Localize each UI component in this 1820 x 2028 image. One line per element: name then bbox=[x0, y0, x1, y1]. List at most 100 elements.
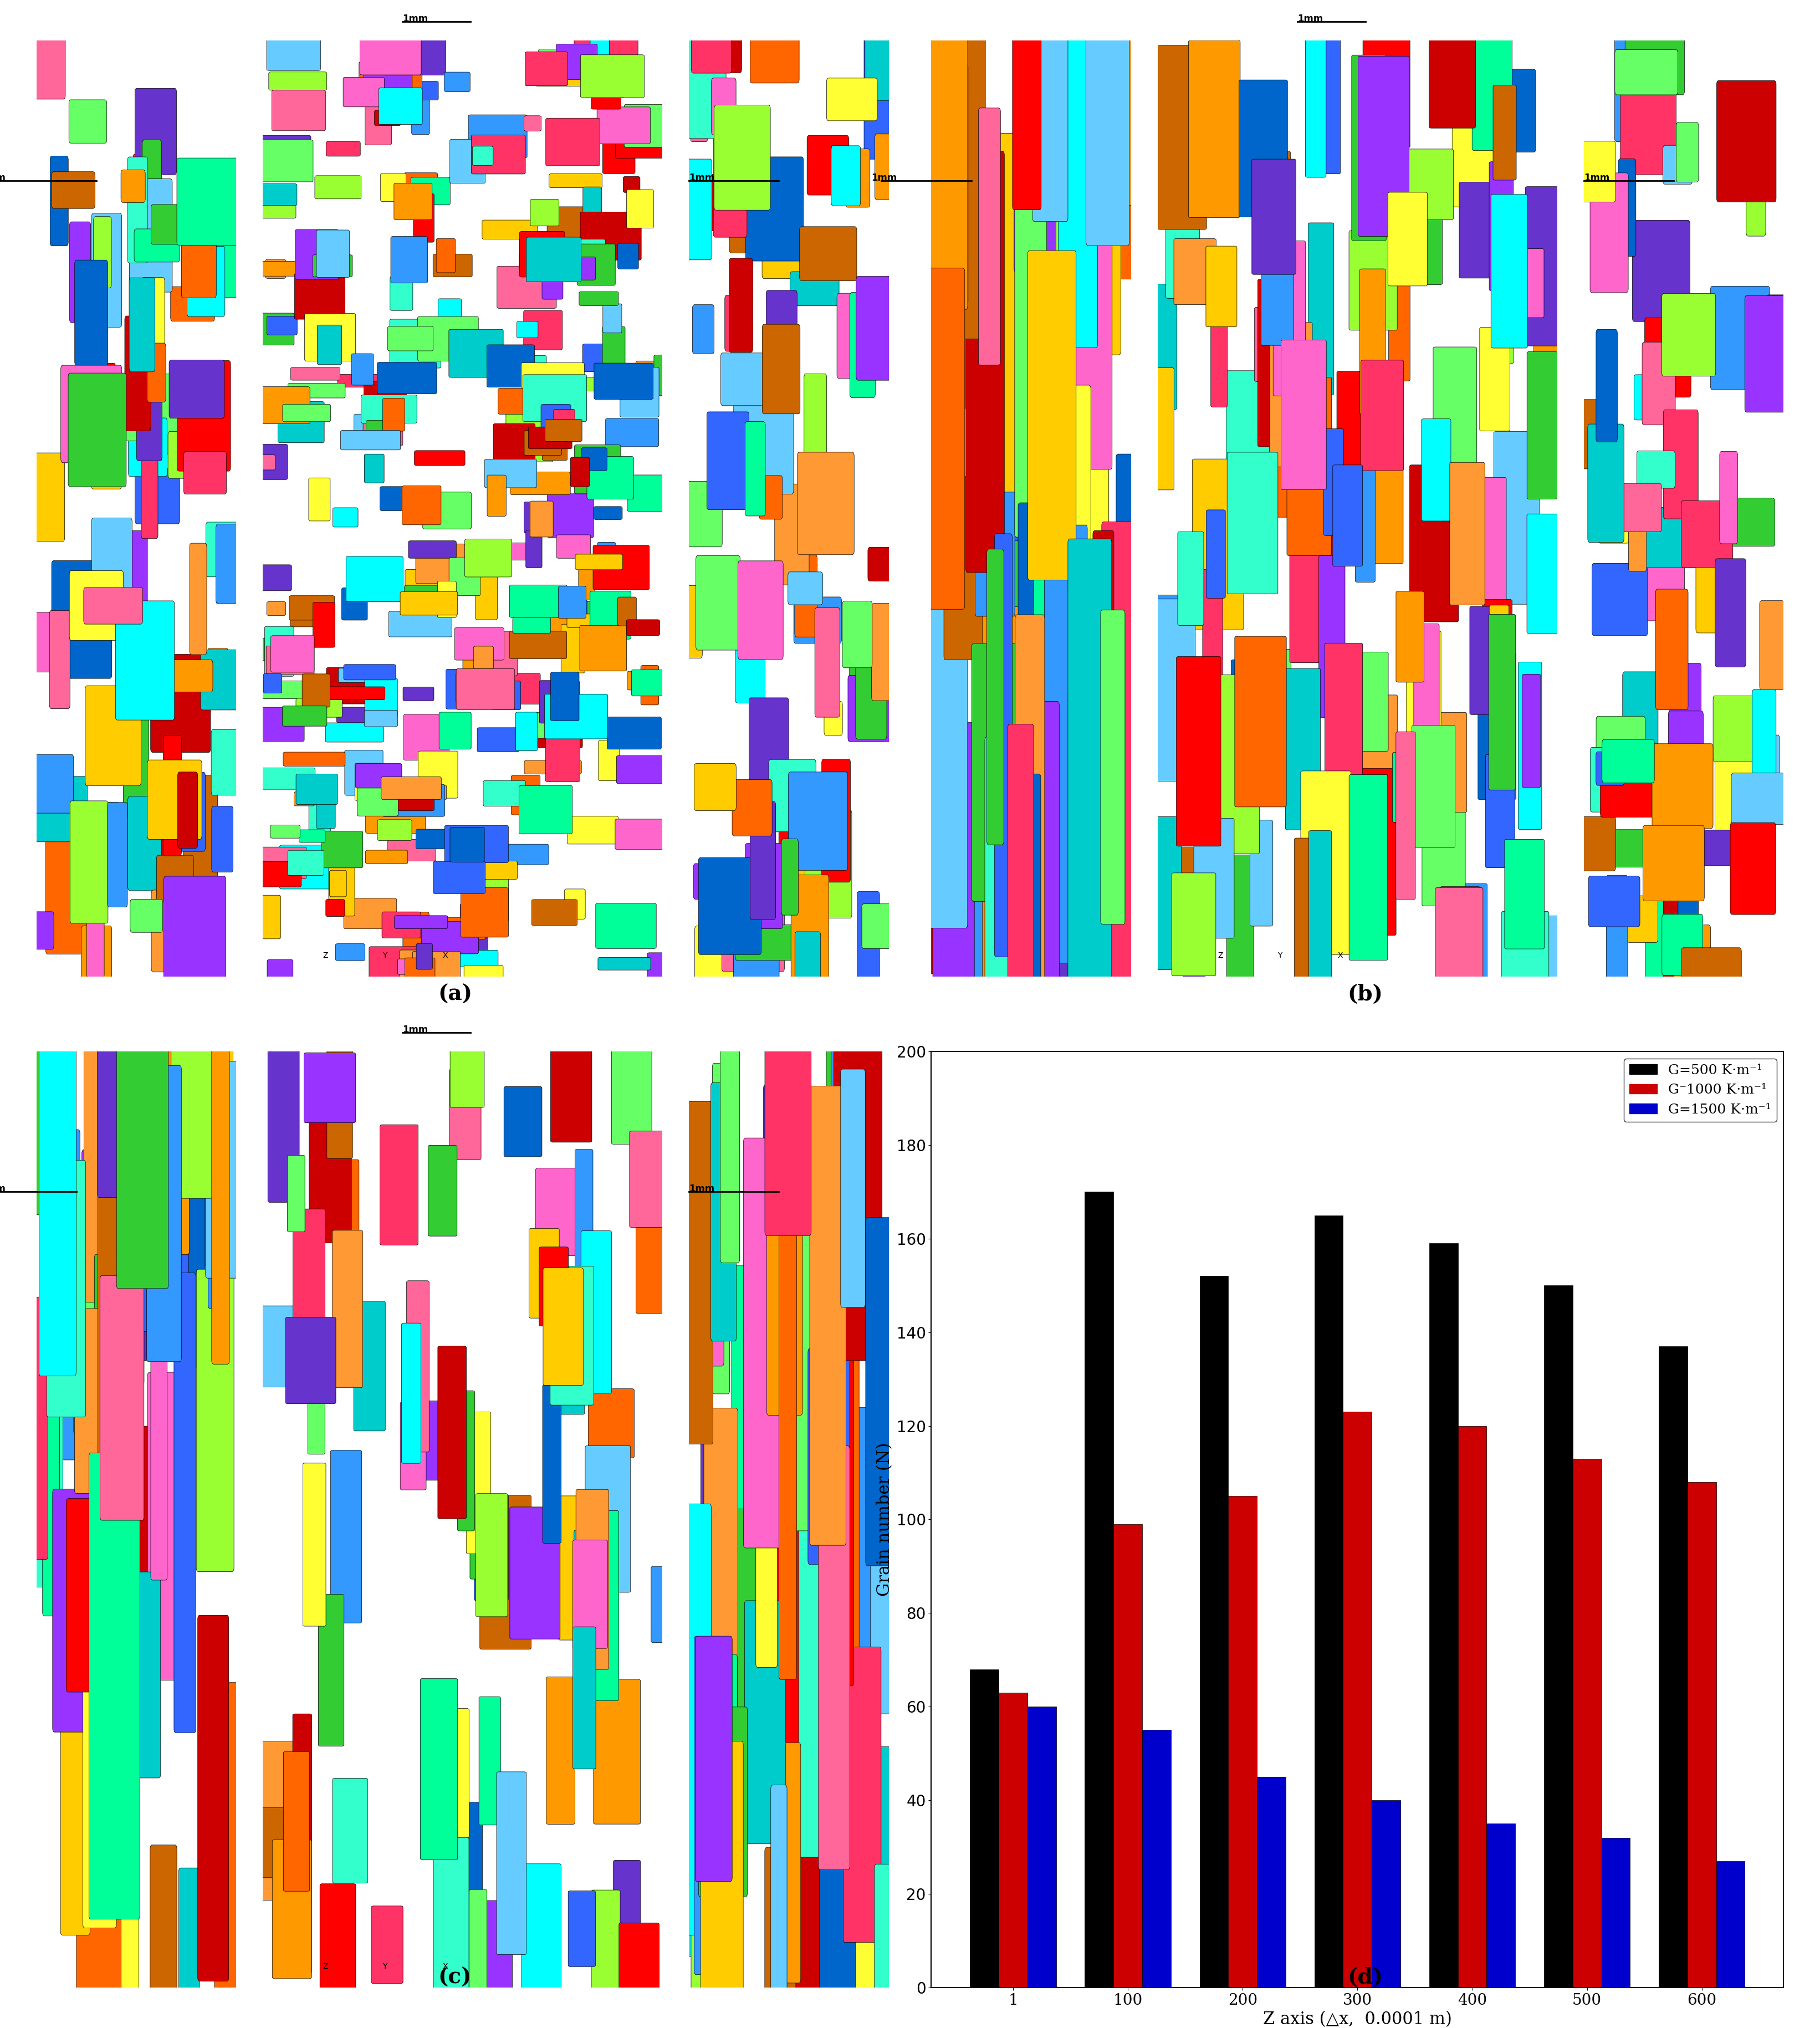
FancyBboxPatch shape bbox=[923, 65, 948, 446]
FancyBboxPatch shape bbox=[366, 850, 408, 864]
FancyBboxPatch shape bbox=[721, 353, 775, 406]
FancyBboxPatch shape bbox=[1057, 0, 1097, 347]
FancyBboxPatch shape bbox=[1188, 41, 1239, 217]
Text: (d): (d) bbox=[1347, 1967, 1383, 1987]
FancyBboxPatch shape bbox=[364, 710, 397, 726]
FancyBboxPatch shape bbox=[551, 671, 579, 720]
FancyBboxPatch shape bbox=[870, 1322, 901, 1714]
FancyBboxPatch shape bbox=[601, 614, 617, 661]
FancyBboxPatch shape bbox=[1139, 284, 1178, 410]
Text: Y: Y bbox=[1278, 951, 1283, 959]
FancyBboxPatch shape bbox=[1389, 193, 1427, 286]
FancyBboxPatch shape bbox=[868, 548, 895, 582]
FancyBboxPatch shape bbox=[1012, 30, 1041, 209]
FancyBboxPatch shape bbox=[1210, 282, 1227, 408]
Bar bbox=[1543, 1286, 1572, 1987]
X-axis label: Z axis (△x,  0.0001 m): Z axis (△x, 0.0001 m) bbox=[1263, 2012, 1452, 2028]
FancyBboxPatch shape bbox=[768, 1480, 799, 1762]
FancyBboxPatch shape bbox=[497, 266, 557, 308]
FancyBboxPatch shape bbox=[1663, 410, 1698, 519]
FancyBboxPatch shape bbox=[253, 862, 302, 886]
FancyBboxPatch shape bbox=[530, 199, 559, 225]
FancyBboxPatch shape bbox=[712, 1083, 737, 1341]
FancyBboxPatch shape bbox=[1014, 201, 1046, 537]
FancyBboxPatch shape bbox=[167, 907, 213, 1008]
FancyBboxPatch shape bbox=[1407, 631, 1441, 738]
FancyBboxPatch shape bbox=[1518, 661, 1542, 829]
FancyBboxPatch shape bbox=[744, 1138, 783, 1547]
Text: 1mm: 1mm bbox=[402, 14, 428, 24]
FancyBboxPatch shape bbox=[506, 414, 553, 462]
FancyBboxPatch shape bbox=[344, 750, 382, 795]
FancyBboxPatch shape bbox=[1696, 829, 1758, 866]
FancyBboxPatch shape bbox=[723, 890, 757, 955]
FancyBboxPatch shape bbox=[815, 608, 839, 718]
Text: Y: Y bbox=[382, 951, 388, 959]
FancyBboxPatch shape bbox=[9, 452, 66, 541]
FancyBboxPatch shape bbox=[346, 556, 402, 602]
FancyBboxPatch shape bbox=[617, 756, 670, 783]
FancyBboxPatch shape bbox=[477, 728, 519, 752]
FancyBboxPatch shape bbox=[135, 468, 180, 523]
FancyBboxPatch shape bbox=[635, 1150, 673, 1314]
FancyBboxPatch shape bbox=[164, 876, 226, 998]
FancyBboxPatch shape bbox=[515, 712, 537, 750]
FancyBboxPatch shape bbox=[732, 1265, 763, 1673]
FancyBboxPatch shape bbox=[417, 829, 471, 850]
FancyBboxPatch shape bbox=[1001, 245, 1043, 541]
FancyBboxPatch shape bbox=[1682, 501, 1733, 568]
FancyBboxPatch shape bbox=[147, 343, 166, 402]
FancyBboxPatch shape bbox=[295, 229, 339, 280]
FancyBboxPatch shape bbox=[268, 1016, 298, 1203]
FancyBboxPatch shape bbox=[613, 1860, 641, 1953]
FancyBboxPatch shape bbox=[1492, 85, 1516, 180]
FancyBboxPatch shape bbox=[140, 1109, 160, 1361]
FancyBboxPatch shape bbox=[792, 874, 828, 998]
FancyBboxPatch shape bbox=[522, 375, 586, 422]
FancyBboxPatch shape bbox=[801, 1286, 826, 1491]
Text: (b): (b) bbox=[1347, 984, 1383, 1004]
FancyBboxPatch shape bbox=[413, 1401, 455, 1480]
Text: 1mm: 1mm bbox=[1583, 172, 1609, 183]
FancyBboxPatch shape bbox=[1269, 322, 1312, 466]
FancyBboxPatch shape bbox=[1349, 775, 1387, 961]
FancyBboxPatch shape bbox=[1046, 0, 1074, 278]
FancyBboxPatch shape bbox=[178, 773, 198, 848]
FancyBboxPatch shape bbox=[819, 1446, 850, 1870]
FancyBboxPatch shape bbox=[444, 825, 508, 862]
FancyBboxPatch shape bbox=[528, 381, 561, 395]
FancyBboxPatch shape bbox=[31, 754, 73, 813]
FancyBboxPatch shape bbox=[439, 1347, 466, 1519]
FancyBboxPatch shape bbox=[455, 627, 504, 661]
FancyBboxPatch shape bbox=[1642, 343, 1676, 426]
FancyBboxPatch shape bbox=[826, 77, 877, 122]
FancyBboxPatch shape bbox=[298, 829, 326, 842]
FancyBboxPatch shape bbox=[417, 943, 433, 969]
FancyBboxPatch shape bbox=[695, 556, 741, 651]
FancyBboxPatch shape bbox=[684, 1505, 712, 1935]
FancyBboxPatch shape bbox=[1684, 509, 1716, 548]
FancyBboxPatch shape bbox=[428, 1146, 457, 1237]
FancyBboxPatch shape bbox=[317, 781, 335, 829]
FancyBboxPatch shape bbox=[450, 1803, 482, 1933]
FancyBboxPatch shape bbox=[1589, 876, 1640, 927]
FancyBboxPatch shape bbox=[1643, 825, 1704, 900]
FancyBboxPatch shape bbox=[450, 329, 504, 377]
FancyBboxPatch shape bbox=[956, 107, 985, 408]
FancyBboxPatch shape bbox=[744, 422, 766, 515]
FancyBboxPatch shape bbox=[497, 1772, 526, 1955]
FancyBboxPatch shape bbox=[1496, 249, 1543, 318]
FancyBboxPatch shape bbox=[850, 292, 875, 397]
FancyBboxPatch shape bbox=[93, 217, 111, 288]
FancyBboxPatch shape bbox=[579, 570, 595, 600]
FancyBboxPatch shape bbox=[759, 475, 783, 519]
FancyBboxPatch shape bbox=[366, 809, 426, 834]
FancyBboxPatch shape bbox=[47, 941, 69, 1292]
FancyBboxPatch shape bbox=[774, 1343, 801, 1651]
FancyBboxPatch shape bbox=[167, 773, 206, 852]
Bar bbox=[1429, 1243, 1458, 1987]
FancyBboxPatch shape bbox=[404, 957, 435, 980]
FancyBboxPatch shape bbox=[524, 501, 546, 533]
FancyBboxPatch shape bbox=[584, 77, 626, 97]
FancyBboxPatch shape bbox=[242, 185, 297, 205]
